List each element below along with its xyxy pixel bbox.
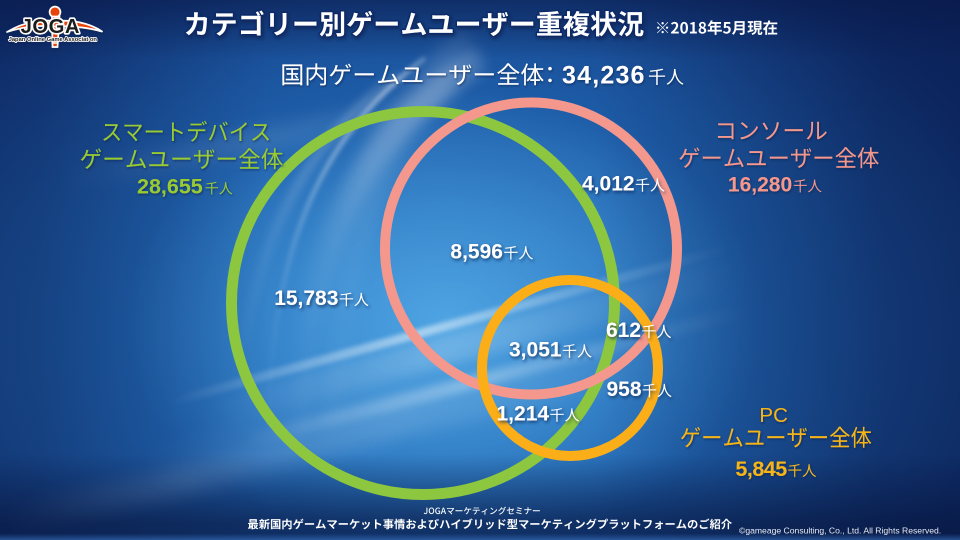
svg-text:612: 612 xyxy=(606,319,641,342)
svg-text:3,051: 3,051 xyxy=(509,339,562,362)
svg-text:JOGA: JOGA xyxy=(21,16,80,38)
svg-text:4,012: 4,012 xyxy=(582,173,635,196)
svg-text:34,236: 34,236 xyxy=(562,62,646,90)
svg-text:28,655: 28,655 xyxy=(137,175,203,199)
svg-text:PC: PC xyxy=(759,404,788,427)
svg-text:958: 958 xyxy=(607,378,642,401)
svg-text:16,280: 16,280 xyxy=(728,173,792,196)
svg-text:©gameage Consulting, Co., Ltd.: ©gameage Consulting, Co., Ltd. All Right… xyxy=(739,526,941,536)
svg-text:1,214: 1,214 xyxy=(497,403,550,426)
svg-text:8,596: 8,596 xyxy=(450,240,503,263)
svg-text:15,783: 15,783 xyxy=(274,287,338,310)
svg-text:Japan Online Game Associat on: Japan Online Game Associat on xyxy=(9,37,98,43)
svg-text:5,845: 5,845 xyxy=(735,457,787,481)
